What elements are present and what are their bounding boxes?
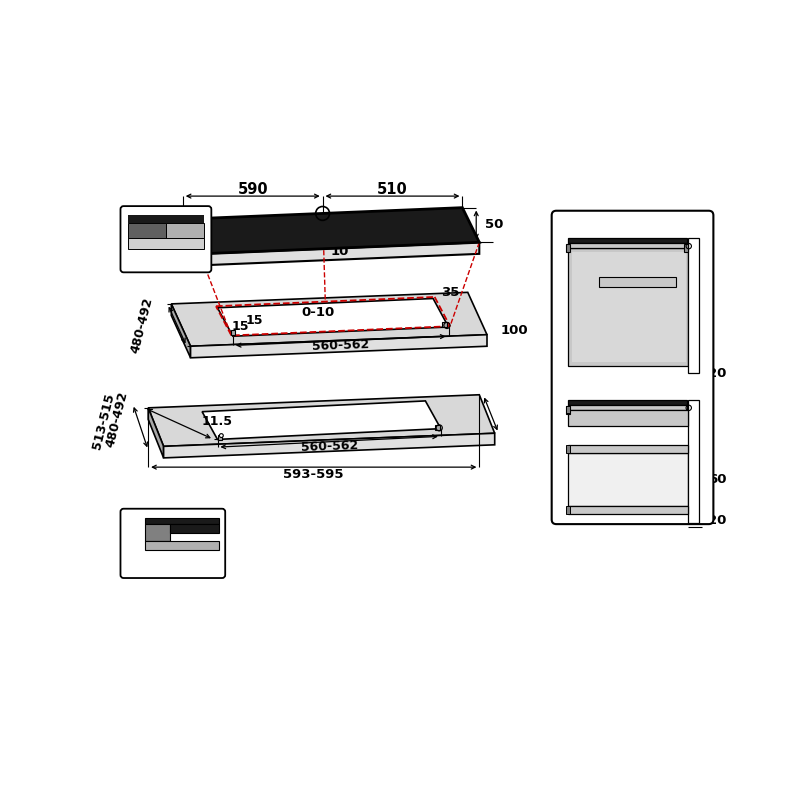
FancyBboxPatch shape <box>121 509 226 578</box>
Polygon shape <box>148 408 163 458</box>
Text: 513-515: 513-515 <box>90 391 117 450</box>
Polygon shape <box>568 238 687 243</box>
Text: 10: 10 <box>330 246 349 258</box>
Text: 0-10: 0-10 <box>301 306 334 319</box>
Polygon shape <box>572 252 686 362</box>
Text: 20: 20 <box>708 366 726 380</box>
Polygon shape <box>183 219 200 266</box>
Text: 247.5: 247.5 <box>610 385 652 398</box>
Text: 560-562: 560-562 <box>312 338 370 353</box>
Polygon shape <box>128 223 166 238</box>
Polygon shape <box>218 435 222 440</box>
Text: 50: 50 <box>486 218 504 231</box>
Text: 480-492: 480-492 <box>104 390 130 449</box>
Polygon shape <box>566 406 570 414</box>
Text: 560-562: 560-562 <box>300 439 358 454</box>
Text: min 12: min 12 <box>603 378 659 392</box>
Text: 60: 60 <box>708 473 726 486</box>
Polygon shape <box>171 304 190 358</box>
Polygon shape <box>148 394 494 446</box>
Text: 510: 510 <box>377 182 408 198</box>
Text: 15: 15 <box>232 321 250 334</box>
Polygon shape <box>566 406 570 414</box>
Polygon shape <box>568 506 688 514</box>
Polygon shape <box>684 244 688 252</box>
Polygon shape <box>568 405 687 410</box>
Polygon shape <box>568 243 687 249</box>
Polygon shape <box>171 292 487 346</box>
Polygon shape <box>163 434 494 458</box>
Polygon shape <box>128 215 204 223</box>
Polygon shape <box>688 400 698 523</box>
Polygon shape <box>183 208 479 254</box>
Polygon shape <box>128 238 204 250</box>
Polygon shape <box>566 506 570 514</box>
Text: 480-492: 480-492 <box>129 296 155 354</box>
Text: 10: 10 <box>584 428 602 442</box>
Polygon shape <box>202 401 441 439</box>
Polygon shape <box>566 244 570 252</box>
Polygon shape <box>166 223 204 238</box>
Text: 6: 6 <box>122 514 131 527</box>
Polygon shape <box>568 400 687 405</box>
Polygon shape <box>145 518 219 524</box>
Polygon shape <box>200 242 479 266</box>
Text: 35: 35 <box>441 286 459 299</box>
Polygon shape <box>145 524 170 541</box>
Polygon shape <box>145 541 219 550</box>
Polygon shape <box>442 322 447 327</box>
Polygon shape <box>568 410 688 426</box>
Text: 15: 15 <box>246 314 263 327</box>
Text: 4: 4 <box>152 218 162 231</box>
Text: min 28: min 28 <box>603 215 659 230</box>
Polygon shape <box>218 298 449 336</box>
Text: 11.5: 11.5 <box>202 415 233 428</box>
Text: 593-595: 593-595 <box>283 468 344 482</box>
Text: 590: 590 <box>238 182 268 198</box>
Polygon shape <box>170 524 219 534</box>
Polygon shape <box>435 425 440 430</box>
Text: 100: 100 <box>501 324 529 338</box>
Polygon shape <box>566 445 570 453</box>
Polygon shape <box>568 453 688 506</box>
FancyBboxPatch shape <box>121 206 211 272</box>
Polygon shape <box>598 277 677 287</box>
Circle shape <box>219 434 223 438</box>
Polygon shape <box>190 334 487 358</box>
Polygon shape <box>688 238 698 373</box>
Text: 20: 20 <box>708 514 726 526</box>
Polygon shape <box>230 330 235 335</box>
Polygon shape <box>568 249 688 366</box>
FancyBboxPatch shape <box>552 210 714 524</box>
Text: 247.5: 247.5 <box>610 222 652 236</box>
Polygon shape <box>568 445 688 453</box>
